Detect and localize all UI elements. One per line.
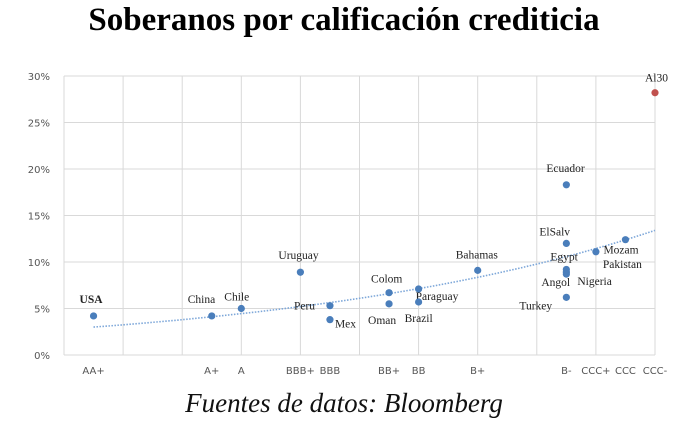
- data-label: Bahamas: [456, 249, 499, 261]
- data-label: Mozam: [603, 245, 638, 257]
- data-label: Nigeria: [577, 276, 611, 288]
- x-tick-label: A: [238, 366, 245, 377]
- data-point: [208, 312, 216, 320]
- data-point: [562, 293, 570, 301]
- data-point: [415, 285, 423, 293]
- data-label: Mex: [335, 319, 356, 331]
- data-point: [562, 239, 570, 247]
- data-point: [385, 289, 393, 297]
- data-label: Peru: [294, 301, 315, 313]
- x-tick-label: B-: [561, 366, 572, 377]
- y-tick-label: 30%: [28, 72, 50, 83]
- data-point: [621, 236, 630, 244]
- data-point: [89, 312, 98, 320]
- data-label: Chile: [224, 292, 249, 304]
- y-tick-label: 20%: [28, 165, 50, 176]
- x-tick-label: CCC-: [643, 366, 668, 377]
- data-point: [474, 266, 482, 274]
- data-label: Pakistan: [603, 259, 642, 271]
- trendline: [93, 229, 656, 328]
- data-point: [326, 302, 334, 310]
- x-tick-label: BB: [412, 366, 426, 377]
- data-label: Egypt: [550, 251, 578, 263]
- data-label: Uruguay: [278, 250, 318, 262]
- data-label: Oman: [368, 315, 396, 327]
- data-point: [592, 248, 600, 256]
- x-tick-label: BBB+: [286, 366, 315, 377]
- chart-title: Soberanos por calificación crediticia: [88, 2, 600, 38]
- data-label: Turkey: [519, 300, 552, 312]
- x-tick-label: AA+: [82, 366, 104, 377]
- data-label: China: [188, 294, 215, 306]
- chart-source: Fuentes de datos: Bloomberg: [185, 388, 503, 418]
- y-tick-label: 10%: [28, 258, 50, 269]
- data-point: [385, 300, 393, 308]
- data-label: Angol: [541, 277, 570, 289]
- data-label: Ecuador: [546, 163, 584, 175]
- data-point: [562, 270, 570, 278]
- data-label: Brazil: [405, 313, 433, 325]
- y-tick-label: 5%: [34, 305, 50, 316]
- x-tick-label: A+: [204, 366, 219, 377]
- data-label: Colom: [371, 274, 402, 286]
- data-point: [651, 89, 659, 97]
- x-tick-label: CCC: [615, 366, 636, 377]
- data-label: Paraguay: [416, 291, 459, 303]
- x-tick-label: CCC+: [581, 366, 610, 377]
- data-point: [326, 316, 334, 324]
- y-tick-label: 15%: [28, 212, 50, 223]
- data-point: [237, 304, 245, 313]
- x-tick-label: BB+: [378, 366, 400, 377]
- data-label: USA: [80, 294, 104, 306]
- y-tick-label: 0%: [34, 351, 50, 362]
- x-tick-label: B+: [470, 366, 485, 377]
- y-tick-label: 25%: [28, 119, 50, 130]
- data-point: [415, 298, 423, 306]
- data-label: Al30: [645, 73, 668, 85]
- data-point: [296, 268, 304, 276]
- x-tick-label: BBB: [320, 366, 341, 377]
- data-point: [562, 181, 570, 189]
- data-label: ElSalv: [539, 226, 570, 238]
